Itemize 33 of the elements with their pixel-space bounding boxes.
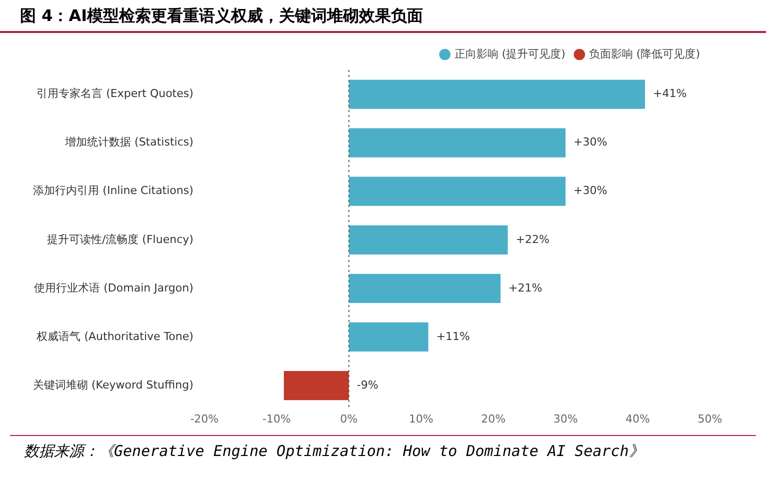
data-label: +22%	[516, 232, 550, 246]
legend-label: 负面影响 (降低可见度)	[588, 47, 700, 60]
bar	[348, 274, 501, 304]
data-label: +11%	[436, 330, 470, 343]
bar	[348, 225, 508, 254]
x-tick-label: 40%	[626, 412, 650, 426]
bar	[348, 80, 645, 109]
y-tick-label: 提升可读性/流畅度 (Fluency)	[46, 232, 194, 246]
x-tick-label: -10%	[262, 412, 291, 426]
data-label: +21%	[508, 281, 542, 294]
legend-label: 正向影响 (提升可见度)	[454, 47, 566, 60]
y-tick-label: 使用行业术语 (Domain Jargon)	[34, 281, 194, 294]
y-tick-label: 关键词堆砌 (Keyword Stuffing)	[32, 378, 194, 392]
x-tick-label: 0%	[340, 412, 358, 426]
source-note: 数据来源：《Generative Engine Optimization: How to Dominate AI Search》	[24, 442, 645, 461]
x-tick-label: 50%	[698, 412, 722, 426]
x-tick-label: 10%	[408, 412, 434, 426]
x-tick-label: -20%	[190, 412, 219, 426]
data-label: +41%	[652, 87, 687, 100]
data-label: +30%	[574, 184, 608, 198]
bar	[348, 176, 566, 206]
y-tick-label: 权威语气 (Authoritative Tone)	[36, 330, 194, 343]
bar	[348, 128, 566, 158]
bar	[348, 322, 428, 352]
bar	[284, 370, 349, 400]
y-tick-label: 增加统计数据 (Statistics)	[64, 136, 194, 149]
data-label: -9%	[356, 378, 378, 392]
x-tick-label: 20%	[481, 412, 506, 426]
y-tick-label: 添加行内引用 (Inline Citations)	[33, 184, 194, 198]
x-tick-label: 30%	[553, 412, 578, 426]
chart-title: 图 4：AI模型检索更看重语义权威，关键词堆砌效果负面	[0, 0, 766, 33]
y-tick-label: 引用专家名言 (Expert Quotes)	[36, 87, 194, 100]
data-label: +30%	[574, 136, 608, 149]
